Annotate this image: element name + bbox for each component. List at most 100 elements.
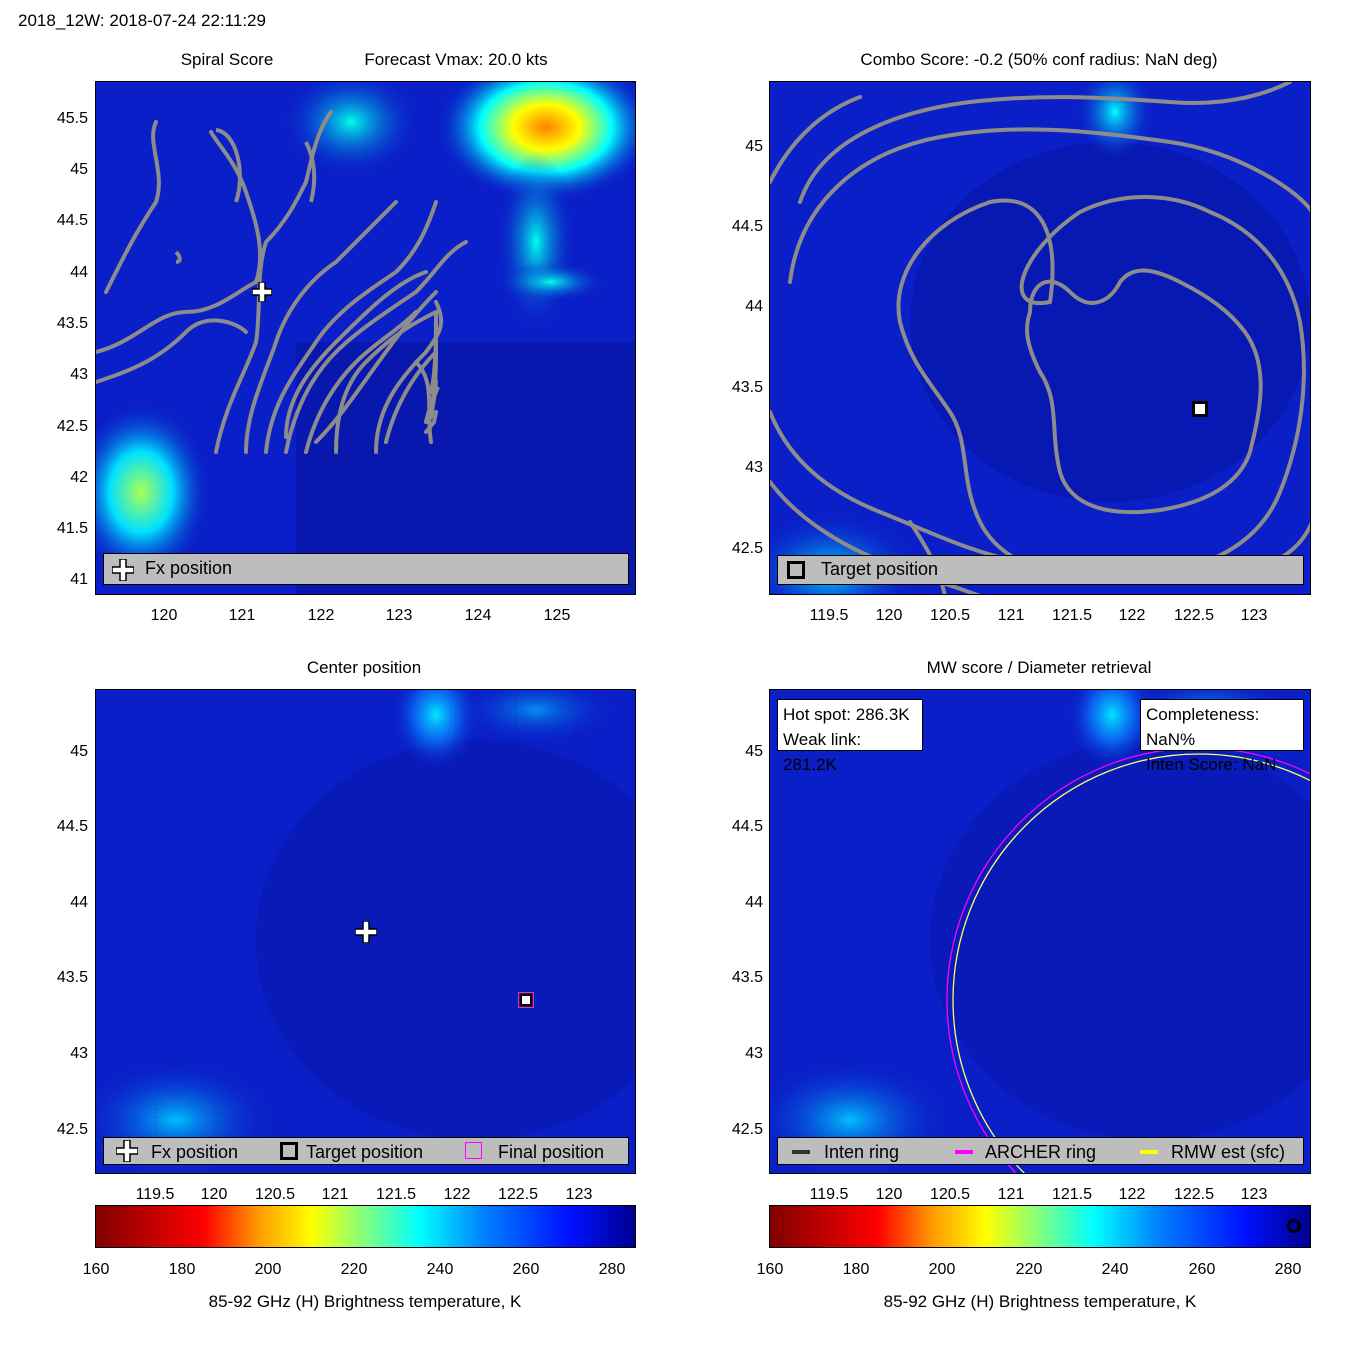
mw-xtick-7: 123 — [1240, 1186, 1268, 1203]
spiral-ytick-9: 45.5 — [56, 110, 88, 127]
square-icon — [787, 561, 805, 579]
combo-ytick-3: 44 — [745, 298, 763, 315]
center-xtick-7: 123 — [565, 1186, 593, 1203]
mw-ytick-4: 44.5 — [731, 818, 763, 835]
colorbar-right — [769, 1205, 1311, 1248]
ring-marker-icon — [1287, 1219, 1301, 1233]
spiral-title: Spiral Score — [180, 50, 274, 69]
mw-info-right: Completeness: NaN% Inten Score: NaN — [1140, 699, 1304, 774]
cbar-left-tick-1: 180 — [168, 1261, 196, 1278]
cross-icon — [112, 559, 134, 581]
center-title: Center position — [306, 658, 422, 677]
center-xtick-4: 121.5 — [375, 1186, 417, 1203]
mw-ytick-1: 43 — [745, 1045, 763, 1062]
mw-xtick-2: 120.5 — [929, 1186, 971, 1203]
colorbar-left — [95, 1205, 636, 1248]
spiral-xtick-4: 124 — [464, 607, 492, 624]
combo-xtick-7: 123 — [1240, 607, 1268, 624]
combo-ytick-4: 44.5 — [731, 218, 763, 235]
combo-title: Combo Score: -0.2 (50% conf radius: NaN … — [860, 50, 1218, 69]
combo-xtick-6: 122.5 — [1173, 607, 1215, 624]
center-position-plot: Fx position Target position Final positi… — [95, 689, 636, 1174]
colorbar-left-label: 85-92 GHz (H) Brightness temperature, K — [208, 1292, 522, 1311]
center-xtick-1: 120 — [200, 1186, 228, 1203]
center-ytick-4: 44.5 — [56, 818, 88, 835]
mw-ytick-2: 43.5 — [731, 969, 763, 986]
center-ytick-3: 44 — [70, 894, 88, 911]
mw-xtick-0: 119.5 — [809, 1186, 849, 1203]
cbar-left-tick-5: 260 — [512, 1261, 540, 1278]
spiral-xtick-3: 123 — [385, 607, 413, 624]
archer-ring-icon — [955, 1150, 973, 1154]
center-xtick-3: 121 — [321, 1186, 349, 1203]
mw-xtick-5: 122 — [1118, 1186, 1146, 1203]
spiral-ytick-5: 43.5 — [56, 315, 88, 332]
cbar-left-tick-4: 240 — [426, 1261, 454, 1278]
square-icon — [280, 1142, 298, 1160]
header-title: 2018_12W: 2018-07-24 22:11:29 — [18, 11, 266, 30]
mw-xtick-4: 121.5 — [1051, 1186, 1093, 1203]
center-legend-final-label: Final position — [498, 1142, 605, 1162]
center-final-marker — [518, 992, 534, 1008]
spiral-score-plot: Fx position — [95, 81, 636, 595]
cbar-right-tick-6: 280 — [1274, 1261, 1302, 1278]
colorbar-right-label: 85-92 GHz (H) Brightness temperature, K — [883, 1292, 1197, 1311]
center-fx-marker — [355, 921, 377, 943]
mw-ytick-0: 42.5 — [731, 1121, 763, 1138]
center-xtick-6: 122.5 — [497, 1186, 539, 1203]
mw-ytick-3: 44 — [745, 894, 763, 911]
spiral-ytick-0: 41 — [70, 571, 88, 588]
mw-info-left: Hot spot: 286.3K Weak link: 281.2K — [777, 699, 923, 774]
spiral-xtick-5: 125 — [543, 607, 571, 624]
spiral-legend: Fx position — [103, 553, 629, 585]
combo-xtick-1: 120 — [875, 607, 903, 624]
spiral-fx-marker — [252, 282, 272, 302]
center-ytick-0: 42.5 — [56, 1121, 88, 1138]
combo-target-marker — [1192, 401, 1208, 417]
center-legend-fx-label: Fx position — [151, 1142, 239, 1162]
center-xtick-0: 119.5 — [135, 1186, 175, 1203]
center-target-marker — [520, 994, 532, 1006]
cbar-right-tick-0: 160 — [756, 1261, 784, 1278]
mw-title: MW score / Diameter retrieval — [926, 658, 1152, 677]
center-heatmap — [96, 690, 635, 1173]
combo-xtick-0: 119.5 — [809, 607, 849, 624]
combo-xtick-2: 120.5 — [929, 607, 971, 624]
mw-score-plot: Hot spot: 286.3K Weak link: 281.2K Compl… — [769, 689, 1311, 1174]
combo-ytick-0: 42.5 — [731, 540, 763, 557]
combo-xtick-5: 122 — [1118, 607, 1146, 624]
inten-ring-icon — [792, 1150, 810, 1154]
spiral-xtick-1: 121 — [228, 607, 256, 624]
mw-legend-archer-label: ARCHER ring — [985, 1142, 1097, 1162]
mw-legend-inten-label: Inten ring — [824, 1142, 900, 1162]
spiral-ytick-3: 42.5 — [56, 418, 88, 435]
mw-ytick-5: 45 — [745, 743, 763, 760]
spiral-ytick-4: 43 — [70, 366, 88, 383]
combo-score-plot: Target position — [769, 81, 1311, 595]
center-xtick-5: 122 — [443, 1186, 471, 1203]
combo-ytick-2: 43.5 — [731, 379, 763, 396]
center-legend: Fx position Target position Final positi… — [103, 1137, 629, 1165]
center-ytick-5: 45 — [70, 743, 88, 760]
cbar-right-tick-1: 180 — [842, 1261, 870, 1278]
mw-xtick-3: 121 — [997, 1186, 1025, 1203]
combo-legend: Target position — [777, 555, 1304, 585]
combo-ytick-5: 45 — [745, 138, 763, 155]
cross-icon — [116, 1140, 138, 1162]
cbar-left-tick-2: 200 — [254, 1261, 282, 1278]
cbar-right-tick-2: 200 — [928, 1261, 956, 1278]
cbar-right-tick-5: 260 — [1188, 1261, 1216, 1278]
inten-score-text: Inten Score: NaN — [1146, 755, 1277, 774]
weak-link-text: Weak link: 281.2K — [783, 730, 862, 774]
spiral-legend-fx-label: Fx position — [145, 558, 233, 578]
cbar-left-tick-0: 160 — [82, 1261, 110, 1278]
spiral-xtick-0: 120 — [150, 607, 178, 624]
center-legend-target-label: Target position — [306, 1142, 424, 1162]
cbar-left-tick-6: 280 — [598, 1261, 626, 1278]
combo-legend-target-label: Target position — [821, 559, 939, 579]
mw-legend: Inten ring ARCHER ring RMW est (sfc) — [777, 1137, 1304, 1165]
rmw-ring — [952, 753, 1310, 1173]
combo-xtick-3: 121 — [997, 607, 1025, 624]
hot-spot-text: Hot spot: 286.3K — [783, 705, 910, 724]
spiral-ytick-7: 44.5 — [56, 212, 88, 229]
